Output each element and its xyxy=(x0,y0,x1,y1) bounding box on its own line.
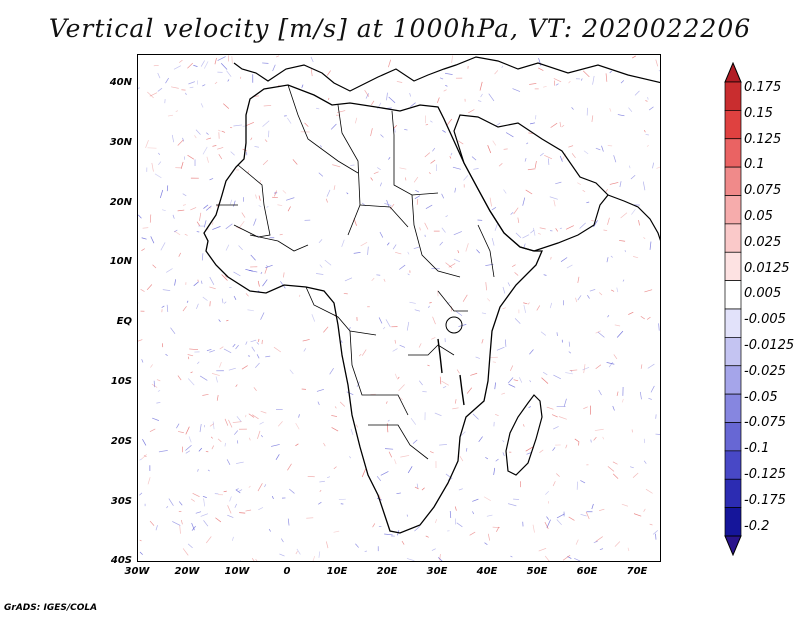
lon-tick-label: 60E xyxy=(576,566,598,577)
lake-victoria xyxy=(445,316,463,334)
colorbar-label: 0.1 xyxy=(744,157,765,173)
lat-tick-label: 20N xyxy=(109,196,132,208)
colorbar-label: 0.175 xyxy=(744,80,782,95)
lat-tick-label: 30S xyxy=(110,495,132,507)
colorbar-bottom-arrow xyxy=(724,535,742,556)
colorbar-label: -0.1 xyxy=(744,441,770,457)
lon-tick-label: 50E xyxy=(526,566,548,577)
colorbar-segment xyxy=(724,337,742,367)
colorbar-label: -0.125 xyxy=(744,467,786,482)
colorbar-label: -0.05 xyxy=(744,389,778,405)
asia-coastline xyxy=(607,194,660,241)
colorbar-label: -0.075 xyxy=(744,415,786,431)
colorbar-segment xyxy=(724,251,742,281)
lon-tick-label: 20E xyxy=(376,566,398,577)
colorbar-segment xyxy=(724,166,742,196)
colorbar-label: -0.2 xyxy=(744,518,770,534)
colorbar-segment xyxy=(724,507,742,537)
arabia-coastline xyxy=(453,114,609,252)
footer-credit: GrADS: IGES/COLA xyxy=(4,603,98,613)
lon-tick-label: 30E xyxy=(426,566,448,577)
map-title: Vertical velocity [m/s] at 1000hPa, VT: … xyxy=(48,14,752,43)
colorbar-label: 0.075 xyxy=(744,183,782,199)
colorbar-segment xyxy=(724,110,742,140)
lake-malawi xyxy=(459,374,465,406)
map-plot-area xyxy=(137,54,661,562)
colorbar-label: 0.0125 xyxy=(744,260,790,276)
lat-tick-label: 40N xyxy=(109,77,132,88)
colorbar-label: 0.025 xyxy=(744,234,782,250)
colorbar-segment xyxy=(724,393,742,423)
colorbar-label: -0.025 xyxy=(744,363,786,379)
colorbar-segment xyxy=(724,478,742,508)
africa-coastline xyxy=(203,84,543,534)
lon-tick-label: 40E xyxy=(476,566,498,577)
colorbar-segment xyxy=(724,81,742,111)
madagascar-coastline xyxy=(505,394,543,476)
lon-tick-label: 10W xyxy=(224,566,250,577)
velocity-field-speckles xyxy=(138,55,660,561)
country-borders xyxy=(216,84,495,460)
lake-tanganyika xyxy=(437,338,443,374)
colorbar-label: 0.005 xyxy=(744,286,782,302)
lat-tick-label: 10S xyxy=(110,376,132,387)
colorbar-label: -0.0125 xyxy=(744,338,795,353)
europe-coastline xyxy=(233,56,660,92)
lat-tick-label: 20S xyxy=(110,435,132,447)
lon-tick-label: 0 xyxy=(283,566,291,577)
colorbar-segment xyxy=(724,138,742,168)
lon-tick-label: 30W xyxy=(124,566,150,577)
colorbar-label: -0.005 xyxy=(744,312,786,328)
colorbar xyxy=(724,62,742,556)
colorbar-segment xyxy=(724,422,742,452)
lon-tick-label: 10E xyxy=(326,566,348,577)
colorbar-segment xyxy=(724,308,742,338)
lat-tick-label: 40S xyxy=(110,555,132,567)
colorbar-label: -0.175 xyxy=(744,492,786,508)
lat-tick-label: 10N xyxy=(109,256,132,268)
lon-tick-label: 70E xyxy=(626,566,648,577)
colorbar-top-arrow xyxy=(724,62,742,83)
colorbar-label: 0.15 xyxy=(744,105,773,121)
colorbar-segment xyxy=(724,223,742,253)
map-canvas xyxy=(138,55,660,561)
colorbar-segment xyxy=(724,365,742,395)
lat-tick-label: EQ xyxy=(116,316,132,328)
colorbar-segment xyxy=(724,195,742,225)
colorbar-label: 0.125 xyxy=(744,131,782,147)
lat-tick-label: 30N xyxy=(109,136,132,148)
colorbar-segment xyxy=(724,450,742,480)
colorbar-label: 0.05 xyxy=(744,209,773,224)
lon-tick-label: 20W xyxy=(174,566,200,577)
colorbar-segment xyxy=(724,280,742,310)
